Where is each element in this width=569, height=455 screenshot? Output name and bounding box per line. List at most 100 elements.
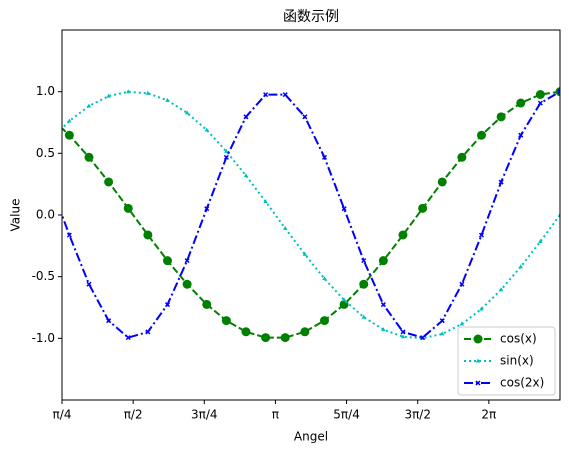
y-axis-label: Value [9,199,23,232]
point [104,177,114,187]
point [263,92,269,98]
point [164,302,171,308]
x-tick-label: 3π/4 [191,408,218,422]
point [341,297,347,302]
point [400,334,406,339]
point [204,206,210,212]
point [341,206,347,212]
point [498,287,504,292]
point [557,212,560,217]
x-axis-label: Angel [294,430,328,444]
point [125,335,131,341]
point [221,316,231,326]
point [48,180,52,184]
point [45,112,54,121]
series-line [62,90,560,340]
point [437,177,447,187]
point [498,179,504,185]
point [538,239,543,244]
point [8,101,12,105]
point [28,133,32,137]
point [223,154,229,160]
plot-area [6,87,560,343]
point [496,112,506,122]
point [184,258,190,264]
point [106,93,111,98]
point [400,329,406,335]
point [459,281,465,287]
x-tick-label: 5π/4 [333,408,360,422]
point [518,264,523,269]
series-line [62,90,560,339]
point [243,173,249,178]
point [106,318,112,324]
point [261,333,271,343]
point [398,230,408,240]
x-tick-label: π/2 [124,408,143,422]
point [282,92,288,98]
point [518,132,524,138]
point [145,329,151,335]
point [202,299,212,309]
point [126,89,131,94]
point [86,103,92,108]
point [182,279,192,289]
point [319,316,329,326]
point [263,199,268,204]
point [478,232,485,238]
point [380,302,386,308]
legend-label: sin(x) [500,354,534,368]
point [459,321,465,326]
point [86,281,92,287]
point [420,335,426,341]
x-tick-label: π/4 [53,408,72,422]
point [557,89,560,95]
legend-box [457,326,556,396]
point [537,100,543,106]
legend-marker [473,334,483,344]
point [165,97,170,102]
point [123,203,133,213]
point [457,152,467,162]
point [6,90,15,99]
point [378,256,388,266]
point [28,161,32,165]
point [439,318,445,324]
legend-label: cos(2x) [500,376,544,390]
point [479,306,484,311]
point [8,186,12,190]
point [48,138,52,142]
point [440,331,445,336]
point [162,256,172,266]
point [67,118,72,123]
point [359,279,369,289]
point [300,327,310,337]
point [476,130,486,140]
point [64,130,74,140]
point [302,114,308,120]
point [516,98,526,108]
x-tick-label: 2π [481,408,496,422]
point [26,99,35,108]
point [280,333,290,343]
point [321,154,328,160]
y-tick-label: -1.0 [32,331,55,345]
point [535,90,545,100]
point [243,114,249,120]
y-tick-label: 0.0 [36,208,55,222]
x-tick-label: 3π/2 [404,408,431,422]
point [322,276,327,281]
point [241,327,251,337]
y-tick-label: -0.5 [32,269,55,283]
point [224,148,229,153]
legend-label: cos(x) [500,332,537,346]
point [418,203,428,213]
point [143,230,153,240]
point [145,90,151,95]
series-line [62,90,560,339]
point [66,232,72,238]
point [184,110,190,115]
point [361,258,367,264]
chart-title: 函数示例 [283,9,339,25]
